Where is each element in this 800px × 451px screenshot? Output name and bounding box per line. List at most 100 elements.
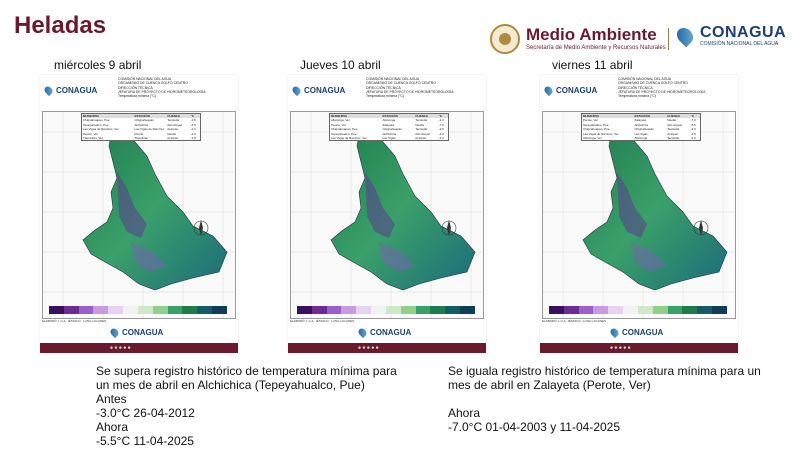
- table-cell: Alchichica: [134, 122, 148, 127]
- table-row: Chignahuapan, Pue Chignahuapan Tecolutla -2…: [330, 127, 448, 131]
- table-cell: Actopan: [167, 127, 179, 132]
- table-cell: Alto Atoyac: [415, 131, 431, 136]
- table-cell: -2.0: [190, 127, 196, 132]
- forecast-panel[interactable]: CONAGUA COMISIÓN NACIONAL DEL AGUA ORGANI…: [288, 75, 486, 353]
- note-left-line2: un mes de abril en Alchichica (Tepeyahua…: [96, 378, 365, 392]
- table-row: Tepeyahualco, Pue Alchichica Alto Atoyac -4…: [330, 132, 448, 136]
- table-cell: Tecolutla: [667, 136, 680, 141]
- table-cell: -2.5: [438, 127, 444, 132]
- stations-table: MUNICIPIO ESTACIÓN CUENCA °C Altotonga, Ver…: [329, 113, 449, 142]
- panel-credit: ELABORÓ: L.C.A. JÉSSICA I. LUNA LAGUNES: [290, 319, 355, 323]
- table-cell: Tecolutla: [415, 127, 428, 132]
- table-cell: Altotonga, Ver: [331, 118, 350, 123]
- table-row: Altotonga, Ver Altotonga Tecolutla -2.0: [582, 136, 700, 140]
- panel-footer-logo-text: CONAGUA: [122, 328, 164, 337]
- org-line: DIRECCIÓN TÉCNICA: [618, 85, 653, 90]
- table-cell: Altotonga, Ver: [583, 136, 602, 141]
- temperature-map: MUNICIPIO ESTACIÓN CUENCA °C Altotonga, Ver…: [290, 111, 484, 319]
- panel-org-lines: COMISIÓN NACIONAL DEL AGUA ORGANISMO DE C…: [366, 77, 484, 98]
- conagua-name: CONAGUA: [700, 24, 787, 41]
- water-drop-icon: [673, 24, 697, 48]
- table-header-cell: CUENCA: [167, 114, 181, 118]
- panel-conagua-logo: CONAGUA: [290, 84, 346, 97]
- panel-logo-text: CONAGUA: [304, 86, 346, 95]
- table-header: MUNICIPIO ESTACIÓN CUENCA °C: [82, 114, 200, 119]
- table-header-cell: °C: [190, 114, 195, 118]
- forecast-panel[interactable]: CONAGUA COMISIÓN NACIONAL DEL AGUA ORGANI…: [540, 75, 738, 353]
- day-label: Jueves 10 abril: [300, 58, 381, 72]
- org-line: JEFATURA DE PROYECTO DE HIDROMETEOROLOGÍ…: [618, 89, 706, 94]
- panel-org-lines: COMISIÓN NACIONAL DEL AGUA ORGANISMO DE C…: [118, 77, 236, 98]
- forecast-panel[interactable]: CONAGUA COMISIÓN NACIONAL DEL AGUA ORGANI…: [40, 75, 238, 353]
- table-cell: Chignahuapan: [134, 118, 155, 123]
- panel-footer-logo-text: CONAGUA: [622, 328, 664, 337]
- table-row: Las Vigas de Ramírez, Ver Las Vigas Actopa…: [330, 136, 448, 140]
- org-line: JEFATURA DE PROYECTO DE HIDROMETEOROLOGÍ…: [366, 89, 454, 94]
- veracruz-shape: [582, 123, 728, 291]
- table-header-cell: CUENCA: [667, 114, 681, 118]
- table-cell: Nautla: [415, 122, 424, 127]
- org-line: ORGANISMO DE CUENCA GOLFO CENTRO: [118, 81, 188, 86]
- table-cell: Tlacolulan, Ver: [83, 136, 103, 141]
- table-cell: -1.5: [190, 136, 196, 141]
- table-cell: Nautla: [667, 118, 676, 123]
- table-row: Perote, Ver Zalayeta Nautla -7.0: [582, 118, 700, 122]
- note-left: Se supera registro histórico de temperat…: [96, 364, 397, 448]
- table-cell: Nautla: [167, 131, 176, 136]
- table-cell: -5.5: [190, 122, 196, 127]
- table-row: Tlacolulan, Ver Tlacolulan Actopan -1.5: [82, 136, 200, 140]
- table-row: Perote, Ver Zalayeta Nautla -7.0: [330, 123, 448, 127]
- table-header-cell: MUNICIPIO: [83, 114, 99, 118]
- panel-logo-text: CONAGUA: [56, 86, 98, 95]
- table-cell: Zalayeta: [382, 122, 394, 127]
- table-cell: Tlacolulan: [134, 136, 149, 141]
- table-row: Las Vigas de Ramírez, Ver Las Vigas de Ra…: [82, 127, 200, 131]
- table-header-cell: °C: [690, 114, 695, 118]
- table-cell: Tecolutla: [667, 127, 680, 132]
- color-legend: [549, 306, 727, 314]
- social-icons: ● ● ● ● ●: [358, 345, 379, 351]
- mexico-seal-icon: [490, 24, 520, 54]
- table-header-cell: MUNICIPIO: [331, 114, 347, 118]
- table-title: Temperatura mínima (°C): [366, 94, 405, 99]
- table-row: Las Vigas de Ramírez, Ver Las Vigas Actopa…: [582, 132, 700, 136]
- color-legend: [297, 306, 475, 314]
- social-icons: ● ● ● ● ●: [110, 345, 131, 351]
- water-drop-icon: [290, 84, 303, 97]
- note-left-ahora-label: Ahora: [96, 420, 129, 434]
- table-header-cell: CUENCA: [415, 114, 429, 118]
- panel-conagua-logo: CONAGUA: [42, 84, 98, 97]
- medio-ambiente-logo: Medio Ambiente Secretaría de Medio Ambie…: [490, 24, 666, 54]
- table-cell: Las Vigas: [382, 136, 396, 141]
- page-title: Heladas: [14, 12, 107, 39]
- table-cell: Chignahuapan: [634, 127, 655, 132]
- table-cell: -2.0: [190, 131, 196, 136]
- water-drop-icon: [356, 326, 369, 339]
- table-cell: Actopan: [667, 131, 679, 136]
- table-header-cell: ESTACIÓN: [134, 114, 150, 118]
- table-cell: Altotonga: [382, 118, 396, 123]
- org-line: COMISIÓN NACIONAL DEL AGUA: [366, 77, 420, 81]
- panel-conagua-logo: CONAGUA: [542, 84, 598, 97]
- panel-footer-logo: CONAGUA: [108, 326, 164, 339]
- table-header-cell: MUNICIPIO: [583, 114, 599, 118]
- table-cell: -7.0: [690, 118, 696, 123]
- panel-org-lines: COMISIÓN NACIONAL DEL AGUA ORGANISMO DE C…: [618, 77, 736, 98]
- panel-logo-text: CONAGUA: [556, 86, 598, 95]
- conagua-subtitle: COMISIÓN NACIONAL DEL AGUA: [700, 41, 779, 47]
- note-right-line2: mes de abril en Zalayeta (Perote, Ver): [448, 378, 651, 392]
- social-icons: ● ● ● ● ●: [610, 345, 631, 351]
- table-header-cell: ESTACIÓN: [634, 114, 650, 118]
- panel-footer-logo-text: CONAGUA: [370, 328, 412, 337]
- table-header-cell: °C: [438, 114, 443, 118]
- table-cell: Chignahuapan: [382, 127, 403, 132]
- water-drop-icon: [608, 326, 621, 339]
- table-cell: Perote, Ver: [83, 131, 99, 136]
- table-cell: Zalayeta: [634, 118, 646, 123]
- table-cell: Perote, Ver: [331, 122, 347, 127]
- table-cell: Alchichica: [382, 131, 396, 136]
- table-row: Chignahuapan, Pue Chignahuapan Tecolutla -2…: [82, 118, 200, 122]
- table-cell: Actopan: [415, 136, 427, 141]
- table-cell: Las Vigas de Ramírez, Ver: [83, 127, 119, 132]
- medio-ambiente-name: Medio Ambiente: [526, 25, 657, 44]
